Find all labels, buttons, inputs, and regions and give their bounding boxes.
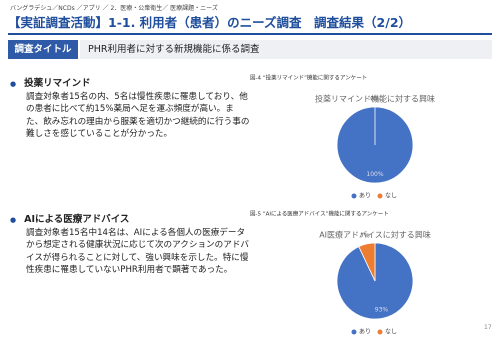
data-label: 100% xyxy=(366,171,383,178)
section-heading: AIによる医療アドバイス xyxy=(10,214,250,227)
legend-label: なし xyxy=(385,193,397,200)
pie-slice xyxy=(358,242,376,282)
breadcrumb: バングラデシュ／NCDs ／アプリ ／ 2．医療・公衆衛生／ 医療課題・ニーズ xyxy=(10,5,218,12)
legend-swatch xyxy=(377,193,383,199)
section: AIによる医療アドバイス 調査対象者15名中14名は、AIによる各個人の医療デー… xyxy=(10,214,250,277)
chart-caption: 図-5 “AIによる医療アドバイス”機能に関するアンケート xyxy=(250,210,389,218)
section-body: 調査対象者15名の内、5名は慢性疾患に罹患しており、他の患者に比べて約15%薬局… xyxy=(26,91,250,140)
section: 投薬リマインド 調査対象者15名の内、5名は慢性疾患に罹患しており、他の患者に比… xyxy=(10,78,250,141)
legend-label: あり xyxy=(359,193,371,200)
title-rule xyxy=(8,33,492,35)
legend-swatch xyxy=(351,329,357,335)
chart-title: 投薬リマインド機能に対する興味 xyxy=(315,94,435,104)
chart-title: AI医療アドバイスに対する興味 xyxy=(319,230,431,240)
chart: 図-5 “AIによる医療アドバイス”機能に関するアンケート AI医療アドバイスに対… xyxy=(250,210,431,336)
legend-swatch xyxy=(351,193,357,199)
legend-label: なし xyxy=(385,329,397,336)
survey-label: 調査タイトル xyxy=(8,40,78,59)
data-label: 7% xyxy=(360,233,370,240)
data-label: 93% xyxy=(375,306,389,313)
slide-title: 【実証調査活動】1-1. 利用者（患者）のニーズ調査 調査結果（2/2） xyxy=(8,15,412,30)
legend-label: あり xyxy=(359,329,371,336)
survey-title: PHR利用者に対する新規機能に係る調査 xyxy=(80,40,492,59)
legend-swatch xyxy=(377,329,383,335)
page-number: 17 xyxy=(484,324,492,331)
section-body: 調査対象者15名中14名は、AIによる各個人の医療データから想定される健康状況に… xyxy=(26,227,250,276)
section-heading: 投薬リマインド xyxy=(10,78,250,91)
data-label: 0% xyxy=(370,96,380,103)
chart-caption: 図-4 “投薬リマインド”機能に関するアンケート xyxy=(250,74,367,82)
